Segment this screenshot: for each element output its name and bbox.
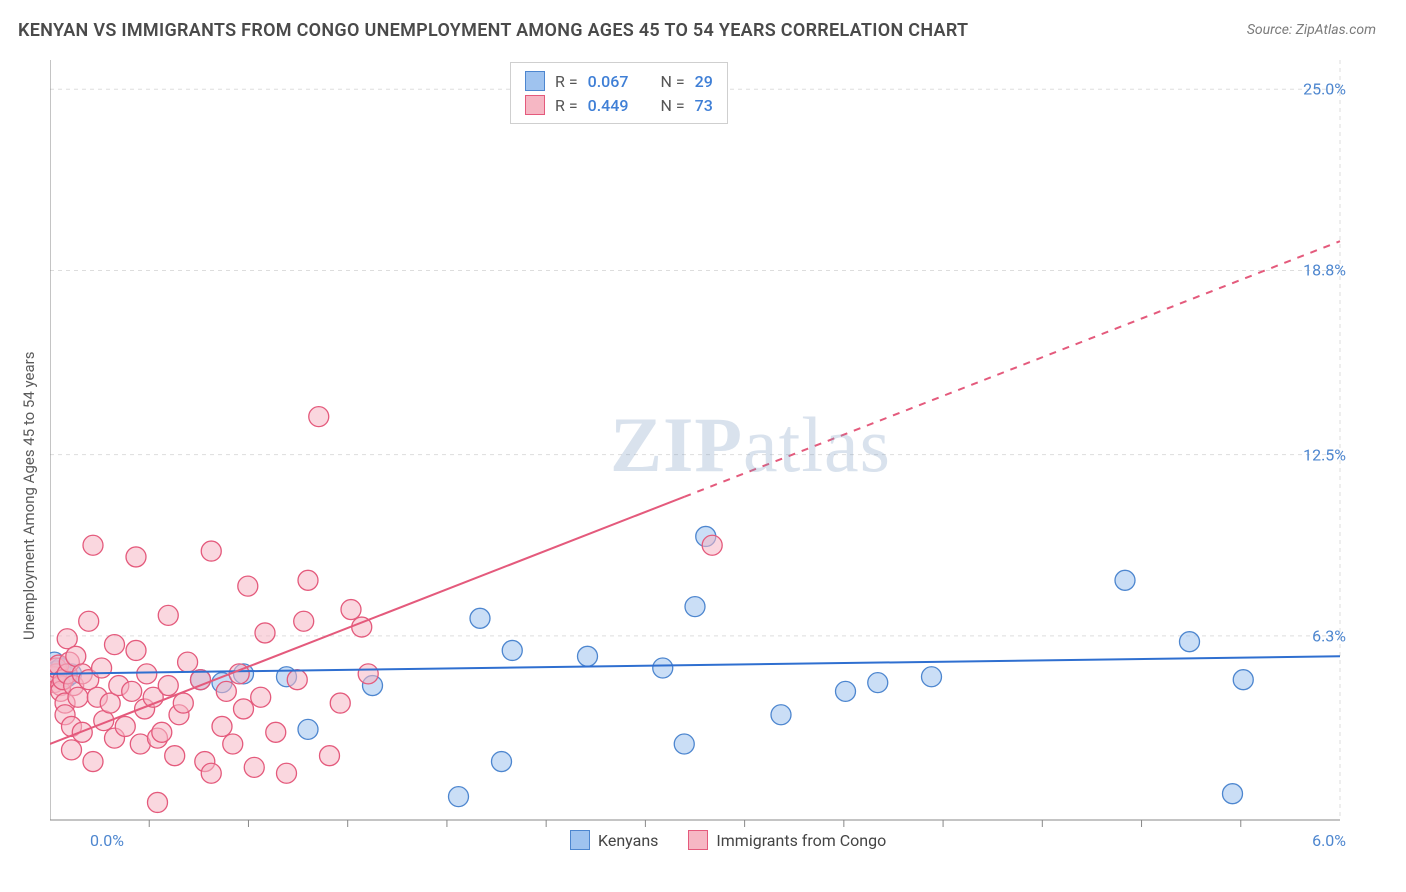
n-label: N = [660,72,684,91]
source-attribution: Source: ZipAtlas.com [1247,22,1376,38]
x-axis-max-label: 6.0% [1312,831,1346,850]
y-tick-label: 18.8% [1303,261,1346,280]
legend-item-kenyans: Kenyans [570,830,658,850]
swatch-congo [525,95,545,115]
stats-row-congo: R = 0.449 N = 73 [525,93,713,117]
chart-title: KENYAN VS IMMIGRANTS FROM CONGO UNEMPLOY… [18,20,968,41]
stats-legend-box: R = 0.067 N = 29 R = 0.449 N = 73 [510,62,728,124]
y-axis-label: Unemployment Among Ages 45 to 54 years [20,352,38,640]
bottom-legend: Kenyans Immigrants from Congo [570,830,886,850]
y-tick-label: 6.3% [1312,626,1346,645]
swatch-kenyans [570,830,590,850]
n-value-kenyans: 29 [695,72,713,91]
y-tick-label: 25.0% [1303,80,1346,99]
swatch-congo [688,830,708,850]
r-value-congo: 0.449 [588,96,629,115]
r-label: R = [555,72,578,91]
legend-label-congo: Immigrants from Congo [716,831,886,850]
x-axis-origin-label: 0.0% [90,831,124,850]
r-value-kenyans: 0.067 [588,72,629,91]
n-label: N = [660,96,684,115]
legend-item-congo: Immigrants from Congo [688,830,886,850]
n-value-congo: 73 [695,96,713,115]
chart-svg [50,60,1370,850]
stats-row-kenyans: R = 0.067 N = 29 [525,69,713,93]
y-tick-label: 12.5% [1303,445,1346,464]
r-label: R = [555,96,578,115]
chart-plot-area: R = 0.067 N = 29 R = 0.449 N = 73 ZIPatl… [50,60,1370,850]
swatch-kenyans [525,71,545,91]
legend-label-kenyans: Kenyans [598,831,658,850]
